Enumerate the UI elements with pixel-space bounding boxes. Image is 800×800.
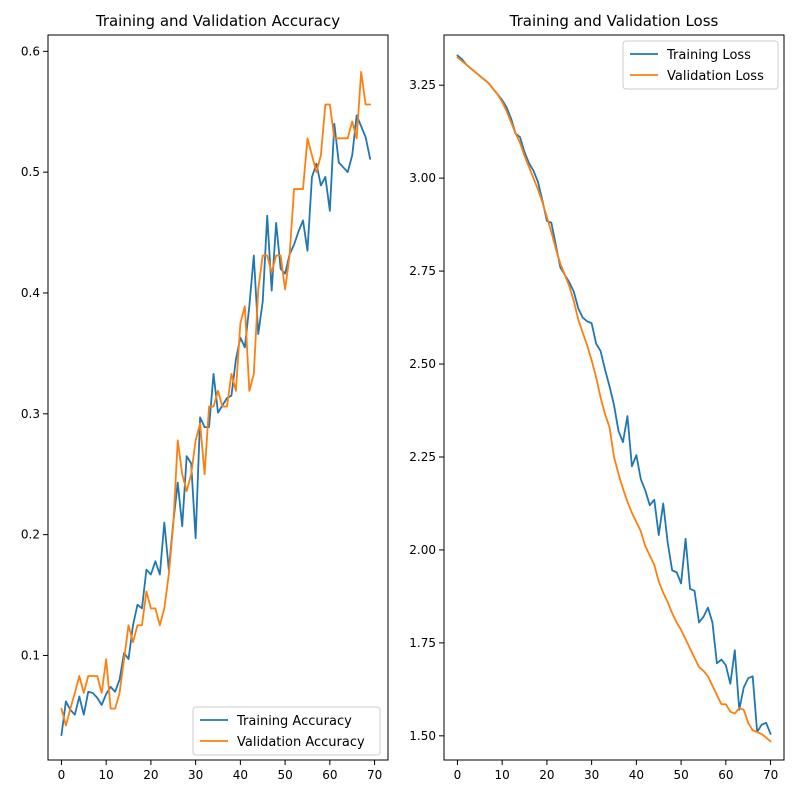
accuracy-y-ticks: 0.1 0.2 0.3 0.4 0.5 0.6 — [21, 44, 48, 662]
accuracy-series-validation-line — [60, 70, 372, 727]
loss-x-tick-label: 40 — [629, 768, 644, 782]
accuracy-legend-validation-label: Validation Accuracy — [237, 735, 365, 750]
accuracy-x-tick-label: 30 — [188, 768, 203, 782]
loss-x-tick-label: 0 — [454, 768, 462, 782]
accuracy-x-tick-label: 40 — [233, 768, 248, 782]
loss-legend-validation-label: Validation Loss — [667, 69, 764, 84]
accuracy-x-tick-label: 0 — [58, 768, 66, 782]
loss-y-tick-label: 2.50 — [409, 357, 436, 371]
loss-x-tick-label: 70 — [763, 768, 778, 782]
loss-series-validation-line — [456, 56, 772, 743]
loss-y-tick-label: 2.25 — [409, 450, 436, 464]
accuracy-x-ticks: 0 10 20 30 40 50 60 70 — [58, 760, 382, 782]
loss-chart: Training and Validation Loss 0 10 20 30 40 50… — [409, 12, 785, 782]
loss-x-ticks: 0 10 20 30 40 50 60 70 — [454, 760, 778, 782]
loss-axes-frame — [443, 34, 785, 761]
accuracy-y-tick-label: 0.3 — [21, 407, 40, 421]
accuracy-y-tick-label: 0.1 — [21, 648, 40, 662]
accuracy-legend-box — [192, 706, 381, 756]
accuracy-axes-frame — [47, 34, 389, 761]
loss-y-tick-label: 1.75 — [409, 636, 436, 650]
accuracy-y-tick-label: 0.2 — [21, 528, 40, 542]
loss-y-tick-label: 2.75 — [409, 264, 436, 278]
accuracy-series-lines — [60, 70, 372, 737]
loss-y-tick-label: 2.00 — [409, 543, 436, 557]
accuracy-x-tick-label: 50 — [277, 768, 292, 782]
accuracy-series-training-line — [60, 114, 372, 737]
loss-y-tick-label: 3.25 — [409, 78, 436, 92]
loss-x-tick-label: 20 — [539, 768, 554, 782]
loss-y-ticks: 1.50 1.75 2.00 2.25 2.50 2.75 3.00 3.25 — [409, 78, 444, 743]
loss-y-tick-label: 1.50 — [409, 729, 436, 743]
accuracy-legend-training-label: Training Accuracy — [236, 714, 352, 729]
loss-legend-box — [622, 40, 779, 90]
accuracy-x-tick-label: 70 — [367, 768, 382, 782]
loss-x-tick-label: 30 — [584, 768, 599, 782]
loss-x-tick-label: 50 — [673, 768, 688, 782]
loss-chart-title: Training and Validation Loss — [509, 12, 719, 30]
accuracy-chart: Training and Validation Accuracy 0 10 20 30… — [21, 12, 389, 782]
accuracy-chart-title: Training and Validation Accuracy — [95, 12, 340, 30]
accuracy-legend: Training Accuracy Validation Accuracy — [192, 706, 381, 756]
accuracy-x-tick-label: 20 — [143, 768, 158, 782]
loss-series-training-line — [456, 54, 772, 735]
accuracy-y-tick-label: 0.4 — [21, 286, 40, 300]
loss-x-tick-label: 10 — [495, 768, 510, 782]
loss-y-tick-label: 3.00 — [409, 171, 436, 185]
loss-legend-training-label: Training Loss — [666, 48, 751, 63]
loss-series-lines — [456, 54, 772, 743]
accuracy-x-tick-label: 60 — [322, 768, 337, 782]
accuracy-y-tick-label: 0.5 — [21, 165, 40, 179]
loss-x-tick-label: 60 — [718, 768, 733, 782]
accuracy-y-tick-label: 0.6 — [21, 44, 40, 58]
accuracy-x-tick-label: 10 — [99, 768, 114, 782]
loss-legend: Training Loss Validation Loss — [622, 40, 779, 90]
